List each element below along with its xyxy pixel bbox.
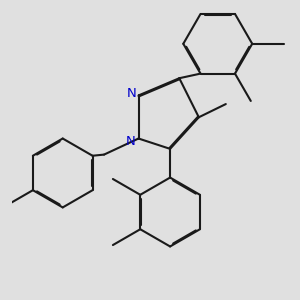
Text: N: N — [126, 135, 135, 148]
Text: N: N — [127, 87, 136, 100]
